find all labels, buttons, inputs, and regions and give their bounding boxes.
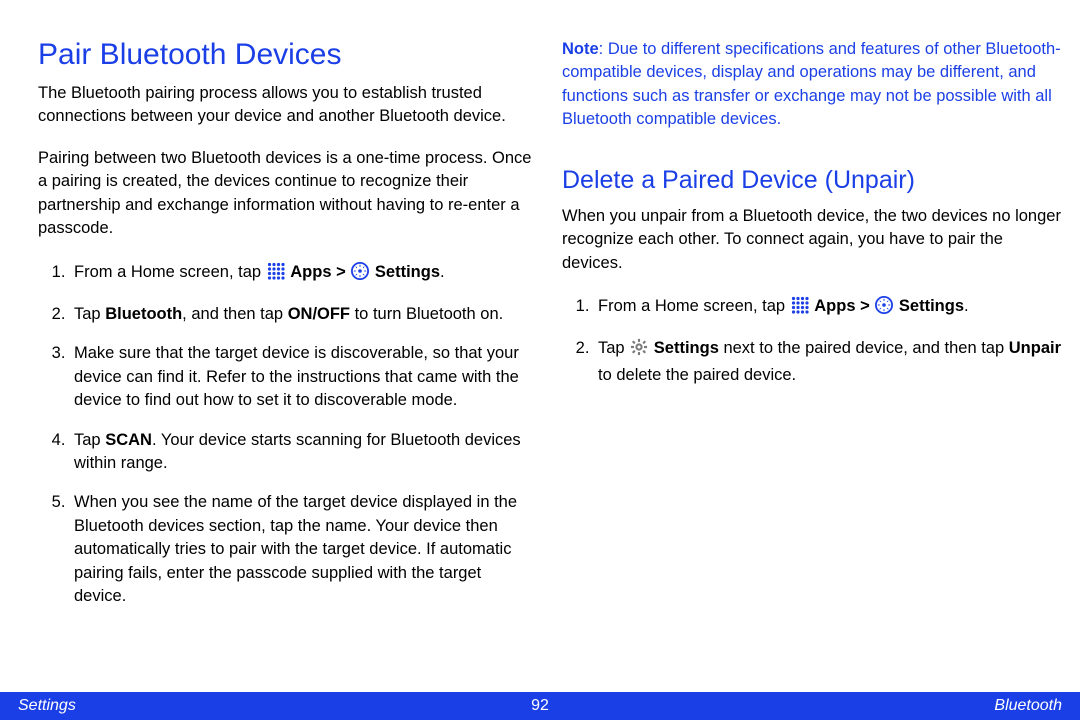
pair-steps-list: From a Home screen, tap Apps > Settings.…: [38, 261, 538, 625]
pair-step-3: Make sure that the target device is disc…: [70, 342, 538, 412]
right-para-1: When you unpair from a Bluetooth device,…: [562, 205, 1062, 275]
unpair-steps-list: From a Home screen, tap Apps > Settings.…: [562, 295, 1062, 403]
left-column: Pair Bluetooth Devices The Bluetooth pai…: [38, 38, 538, 682]
settings-circle-icon: [875, 296, 893, 321]
footer-page-number: 92: [531, 697, 549, 715]
left-para-1: The Bluetooth pairing process allows you…: [38, 82, 538, 129]
right-column: Note: Due to different specifications an…: [562, 38, 1062, 682]
heading-unpair: Delete a Paired Device (Unpair): [562, 166, 1062, 195]
text: to turn Bluetooth on.: [350, 305, 503, 323]
text: , and then tap: [182, 305, 288, 323]
gt: >: [332, 263, 351, 281]
bluetooth-label: Bluetooth: [105, 305, 182, 323]
unpair-step-2: Tap Settings next to the paired device, …: [594, 337, 1062, 387]
settings-circle-icon: [351, 262, 369, 287]
footer-left: Settings: [18, 697, 76, 715]
settings-label: Settings: [654, 339, 719, 357]
heading-pair: Pair Bluetooth Devices: [38, 38, 538, 72]
onoff-label: ON/OFF: [288, 305, 350, 323]
page-content: Pair Bluetooth Devices The Bluetooth pai…: [0, 0, 1080, 692]
settings-label: Settings: [899, 297, 964, 315]
text: next to the paired device, and then tap: [719, 339, 1009, 357]
footer-right: Bluetooth: [994, 697, 1062, 715]
text: Tap: [598, 339, 629, 357]
text: From a Home screen, tap: [598, 297, 790, 315]
apps-icon: [791, 296, 809, 321]
gear-icon: [630, 338, 648, 363]
pair-step-4: Tap SCAN. Your device starts scanning fo…: [70, 429, 538, 476]
text: Tap: [74, 431, 105, 449]
apps-icon: [267, 262, 285, 287]
settings-label: Settings: [375, 263, 440, 281]
text: From a Home screen, tap: [74, 263, 266, 281]
text: .: [440, 263, 445, 281]
unpair-step-1: From a Home screen, tap Apps > Settings.: [594, 295, 1062, 321]
pair-step-2: Tap Bluetooth, and then tap ON/OFF to tu…: [70, 303, 538, 326]
text: .: [964, 297, 969, 315]
left-para-2: Pairing between two Bluetooth devices is…: [38, 147, 538, 241]
apps-label: Apps: [814, 297, 855, 315]
gt: >: [856, 297, 875, 315]
pair-step-1: From a Home screen, tap Apps > Settings.: [70, 261, 538, 287]
pair-step-5: When you see the name of the target devi…: [70, 491, 538, 608]
note-paragraph: Note: Due to different specifications an…: [562, 38, 1062, 132]
unpair-label: Unpair: [1009, 339, 1061, 357]
page-footer: Settings 92 Bluetooth: [0, 692, 1080, 720]
note-body: : Due to different specifications and fe…: [562, 40, 1061, 128]
scan-label: SCAN: [105, 431, 152, 449]
note-label: Note: [562, 40, 599, 58]
text: to delete the paired device.: [598, 366, 796, 384]
apps-label: Apps: [290, 263, 331, 281]
text: Tap: [74, 305, 105, 323]
